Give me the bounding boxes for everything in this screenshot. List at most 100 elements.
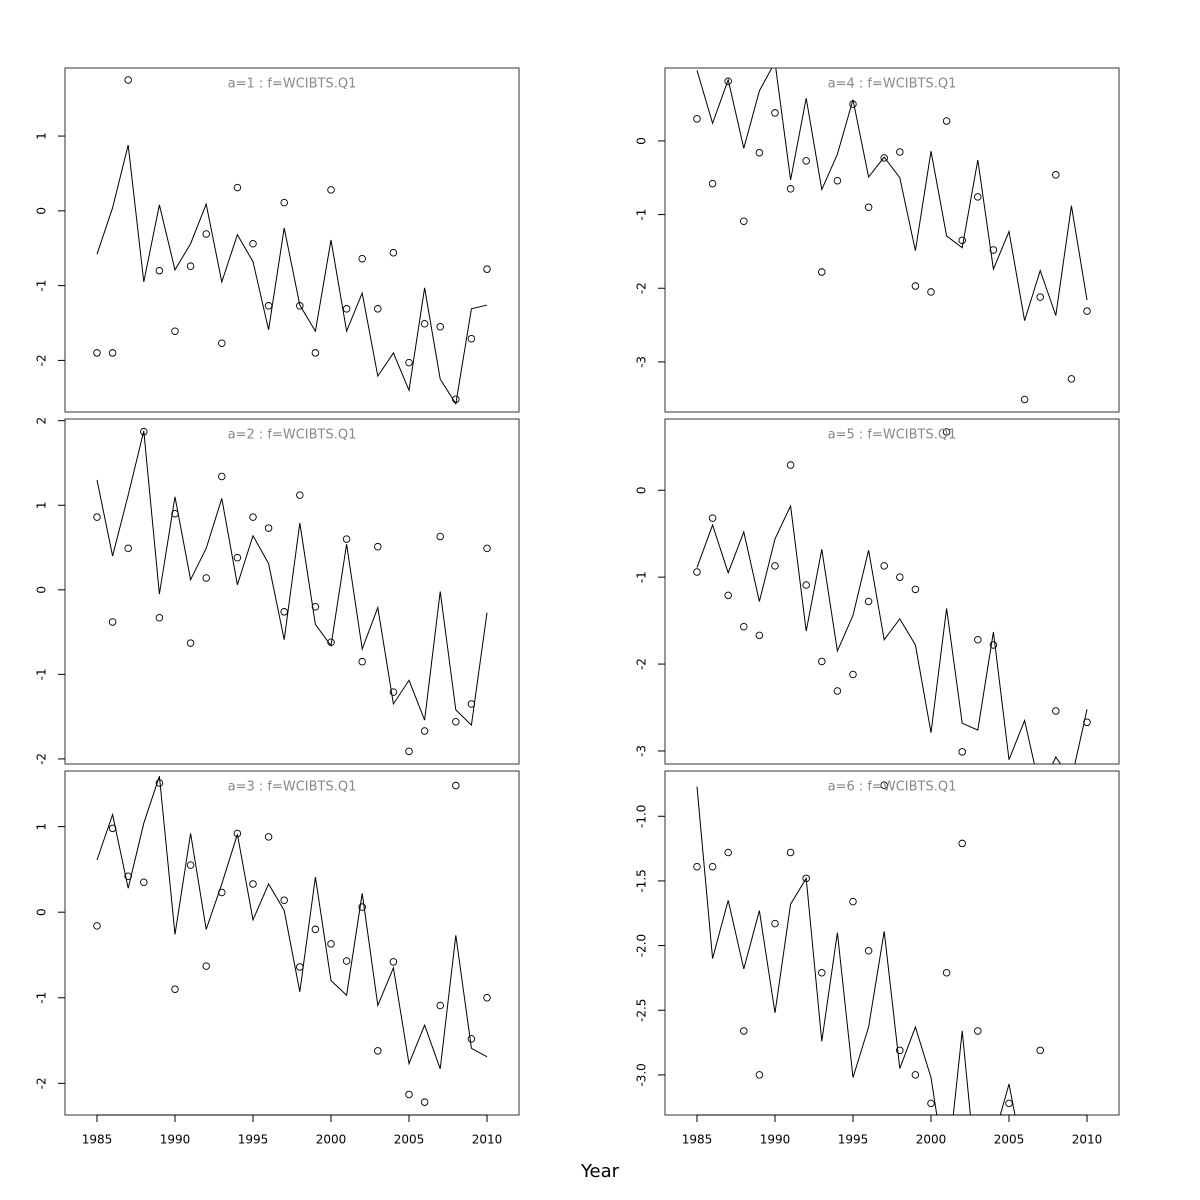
panel-frame [664, 770, 1120, 1116]
y-tick-label: -2 [635, 282, 649, 294]
plot-area [693, 428, 1091, 764]
point [374, 305, 382, 313]
panel-title: a=2 : f=WCIBTS.Q1 [228, 428, 357, 443]
y-tick-label: -3 [635, 745, 649, 757]
point [1067, 375, 1076, 383]
point [1036, 1046, 1044, 1055]
point [896, 148, 904, 156]
point [802, 581, 810, 589]
point [218, 339, 226, 347]
y-tick-label: 1 [35, 823, 49, 831]
point [818, 657, 826, 666]
y-tick-label: -2.0 [635, 934, 649, 957]
point [724, 591, 732, 600]
line [696, 68, 1088, 321]
x-tick-label: 1985 [82, 1133, 113, 1147]
y-tick-label: 1 [35, 501, 49, 509]
point [708, 514, 717, 522]
point [327, 186, 335, 194]
x-axis-label: Year [580, 1161, 620, 1182]
plot-area [93, 76, 491, 406]
plot-area [693, 781, 1044, 1115]
point [420, 320, 429, 328]
point [93, 349, 101, 357]
point [420, 727, 429, 735]
point [311, 349, 320, 357]
plot-area [93, 427, 491, 756]
point [755, 1071, 764, 1079]
y-tick-label: -2 [35, 1077, 49, 1089]
point [786, 461, 795, 469]
point [833, 687, 842, 695]
point [358, 254, 366, 263]
point [740, 622, 748, 631]
point [280, 198, 288, 207]
point [974, 635, 982, 644]
point [186, 861, 195, 869]
x-tick-label: 1990 [760, 1133, 791, 1147]
point [452, 781, 460, 790]
point [171, 509, 179, 518]
point [389, 688, 398, 696]
point [405, 1090, 413, 1099]
point [233, 553, 242, 562]
point [280, 896, 288, 904]
point [802, 874, 810, 883]
point [880, 562, 888, 570]
point [155, 613, 164, 622]
point [389, 248, 398, 257]
panel-frame [664, 418, 1120, 765]
point [989, 641, 998, 649]
point [1020, 395, 1029, 404]
point [911, 282, 920, 290]
point [693, 568, 701, 576]
point [942, 428, 951, 436]
y-tick-label: 0 [635, 486, 649, 494]
x-tick-label: 2010 [1072, 1133, 1103, 1147]
point [436, 322, 444, 331]
y-tick-label: 1 [35, 132, 49, 140]
point [693, 115, 701, 123]
point [342, 957, 351, 965]
line [96, 430, 488, 727]
point [405, 747, 413, 756]
plot-area [693, 68, 1091, 404]
point [483, 544, 491, 553]
panel-frame [64, 770, 520, 1116]
point [771, 109, 779, 117]
point [708, 862, 717, 871]
point [264, 302, 273, 310]
point [1036, 293, 1044, 301]
point [249, 880, 257, 888]
point [755, 148, 764, 157]
y-tick-label: 0 [635, 137, 649, 145]
point [202, 230, 210, 238]
point [771, 562, 779, 570]
line [696, 786, 1016, 1115]
point [958, 236, 966, 245]
point [405, 358, 413, 367]
y-tick-label: 0 [35, 908, 49, 916]
point [942, 968, 951, 977]
point [911, 585, 920, 594]
point [218, 472, 226, 481]
panel-frame [64, 67, 520, 413]
line [96, 144, 488, 406]
y-tick-label: -2 [635, 658, 649, 670]
point [202, 574, 210, 582]
point [93, 513, 101, 521]
y-tick-label: 0 [35, 586, 49, 594]
y-tick-label: -3 [635, 356, 649, 368]
point [186, 262, 195, 270]
point [296, 302, 304, 310]
x-tick-label: 2005 [394, 1133, 425, 1147]
point [724, 848, 732, 857]
point [327, 940, 335, 948]
point [864, 947, 873, 955]
point [233, 183, 242, 192]
point [786, 185, 795, 193]
x-tick-label: 2000 [916, 1133, 947, 1147]
point [849, 100, 857, 108]
point [342, 535, 351, 543]
point [771, 919, 779, 928]
